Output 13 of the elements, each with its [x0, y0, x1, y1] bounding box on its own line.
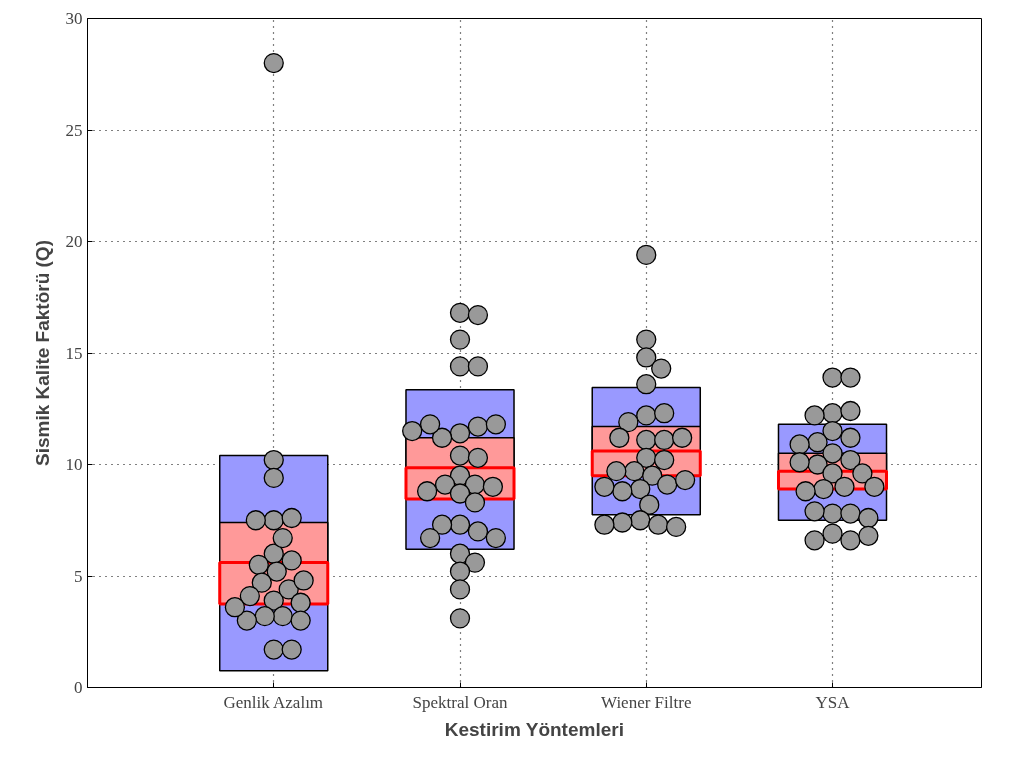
y-tick-label: 5 [74, 566, 83, 586]
y-tick-label: 0 [74, 678, 83, 697]
y-tick-label: 20 [65, 232, 83, 251]
y-tick-label: 30 [65, 9, 83, 28]
y-tick-label: 25 [65, 120, 83, 140]
y-tick-label: 10 [65, 455, 83, 474]
x-tick-label: Spektral Oran [412, 692, 508, 712]
y-tick-label: 15 [65, 343, 83, 363]
x-axis-title: Kestirim Yöntemleri [444, 718, 624, 740]
y-axis-title: Sismik Kalite Faktörü (Q) [31, 240, 53, 466]
x-tick-label: Wiener Filtre [601, 692, 692, 712]
x-tick-label: Genlik Azalım [223, 692, 324, 712]
x-tick-label: YSA [815, 692, 851, 712]
